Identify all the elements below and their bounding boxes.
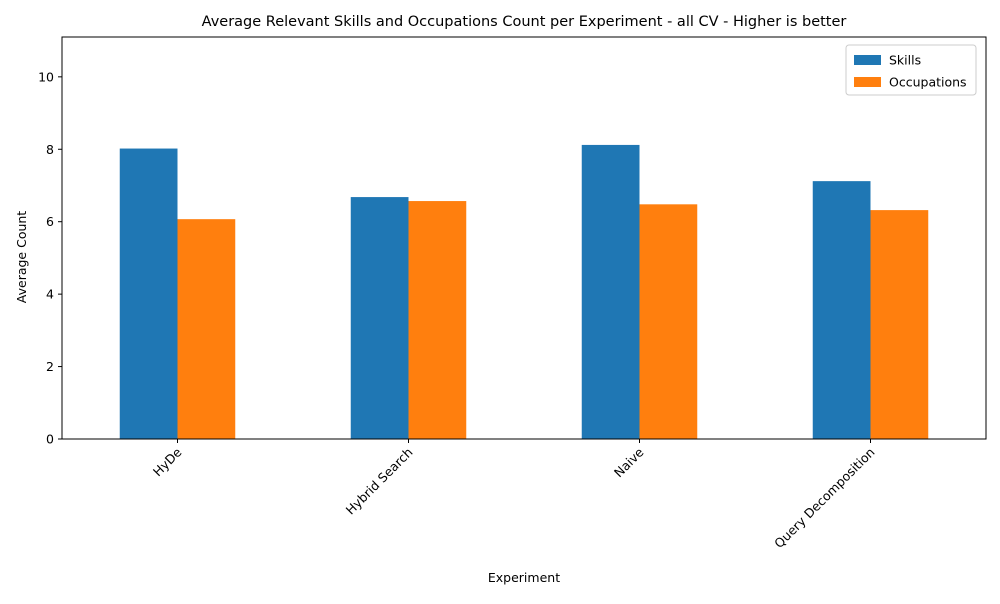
bar-skills-query-decomposition xyxy=(812,181,871,439)
y-tick-label: 0 xyxy=(46,432,54,447)
chart-title: Average Relevant Skills and Occupations … xyxy=(202,14,847,30)
y-tick-label: 2 xyxy=(46,359,54,374)
x-tick-label: Naive xyxy=(611,444,647,480)
y-tick-label: 4 xyxy=(46,287,54,302)
bar-occupations-hybrid-search xyxy=(408,201,467,439)
plot-frame xyxy=(61,36,987,440)
y-tick-label: 10 xyxy=(38,69,54,84)
bar-skills-hyde xyxy=(119,148,178,439)
bar-skills-hybrid-search xyxy=(350,197,409,439)
bar-skills-naive xyxy=(581,144,640,440)
legend-swatch-occupations xyxy=(854,77,881,87)
legend: Skills Occupations xyxy=(845,44,977,96)
legend-label-occupations: Occupations xyxy=(889,75,967,90)
legend-label-skills: Skills xyxy=(889,53,921,68)
x-tick-label: Query Decomposition xyxy=(771,445,877,551)
y-tick-label: 8 xyxy=(46,142,54,157)
y-tick-label: 6 xyxy=(46,214,54,229)
bar-occupations-query-decomposition xyxy=(870,210,929,439)
bars-layer xyxy=(119,144,929,440)
bar-occupations-hyde xyxy=(177,219,236,439)
y-axis-label: Average Count xyxy=(14,211,29,304)
x-axis-label: Experiment xyxy=(488,570,560,585)
legend-swatch-skills xyxy=(854,55,881,65)
bar-occupations-naive xyxy=(639,204,698,439)
x-tick-label: HyDe xyxy=(150,444,185,479)
x-tick-label: Hybrid Search xyxy=(343,445,416,518)
